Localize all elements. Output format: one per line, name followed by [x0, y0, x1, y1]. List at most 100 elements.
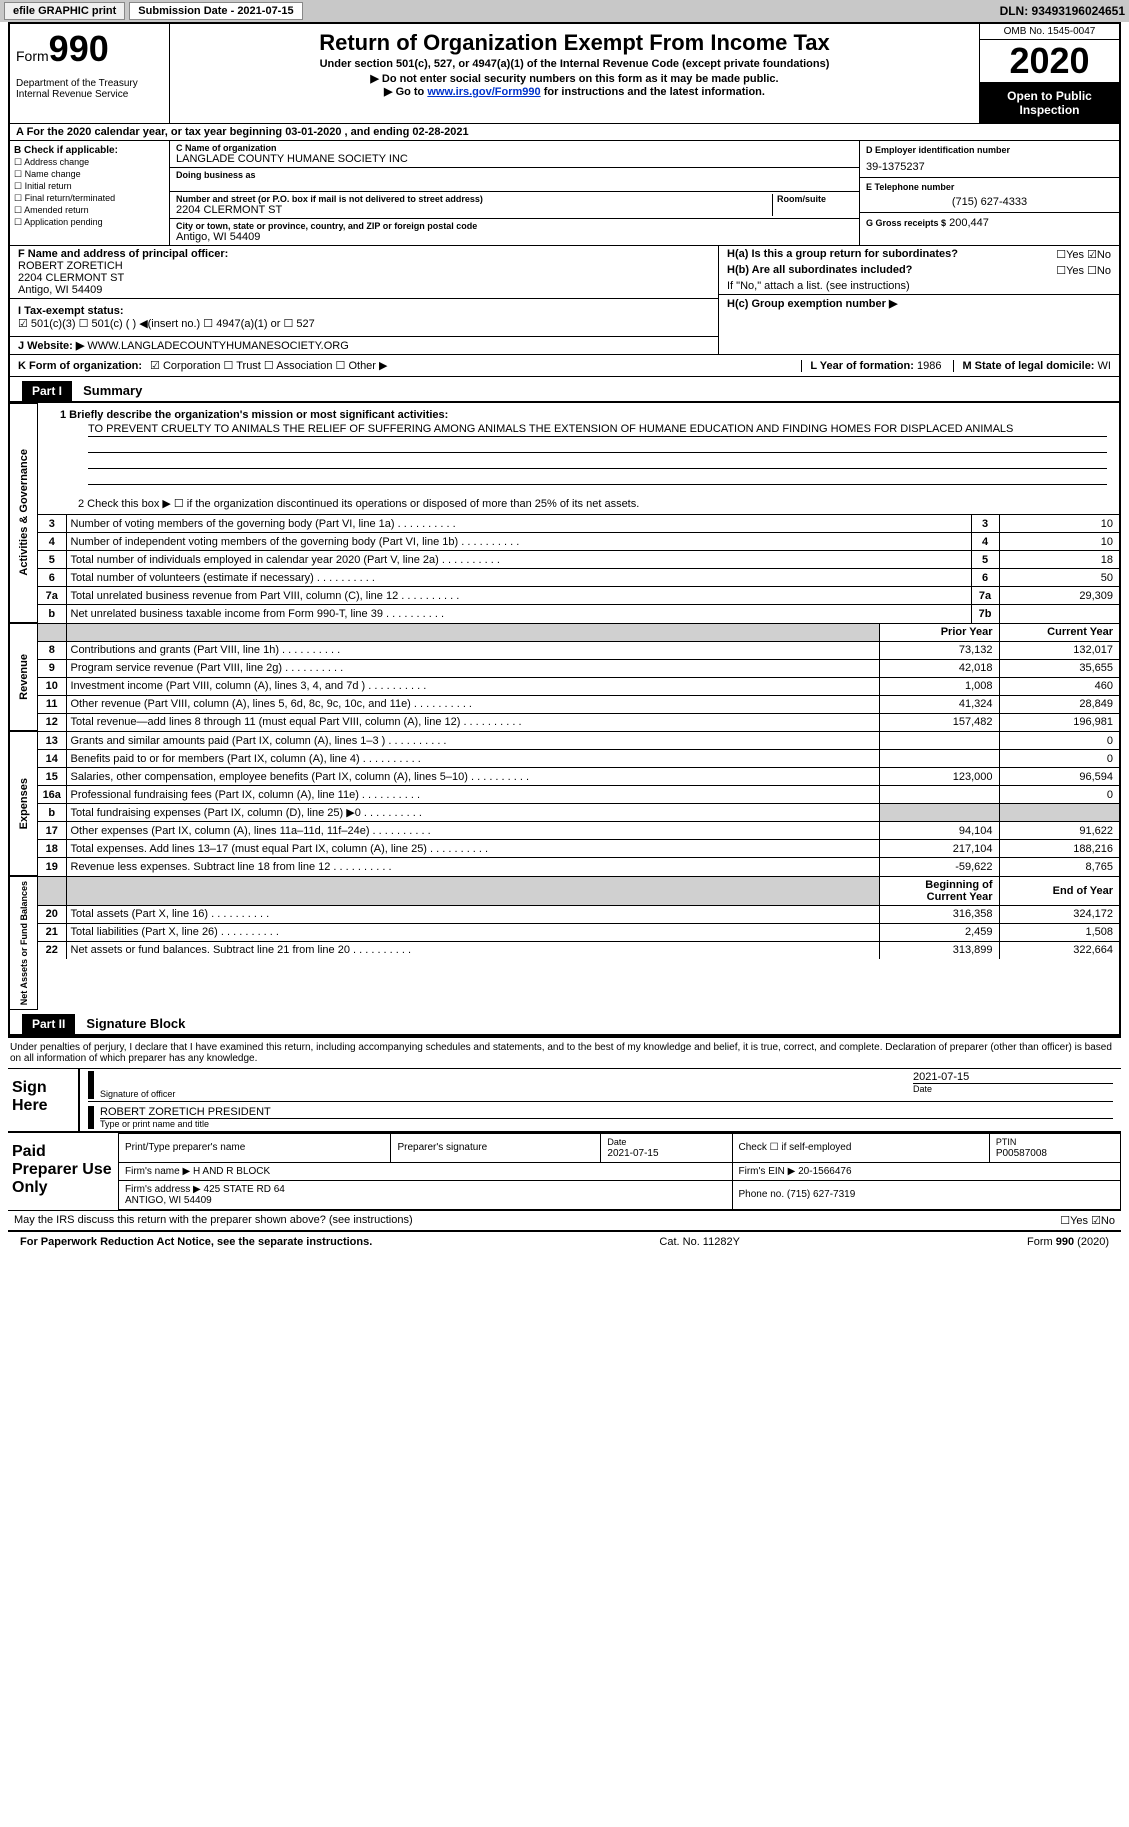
mission-text: TO PREVENT CRUELTY TO ANIMALS THE RELIEF… [88, 423, 1107, 437]
org-name: LANGLADE COUNTY HUMANE SOCIETY INC [176, 153, 853, 165]
c-addr-label: Number and street (or P.O. box if mail i… [176, 194, 772, 204]
c-name-label: C Name of organization [176, 143, 853, 153]
part-2: Part II Signature Block [10, 1010, 1119, 1036]
sign-date: 2021-07-15 [913, 1071, 1113, 1083]
revenue-side-label: Revenue [16, 650, 32, 704]
footer-center: Cat. No. 11282Y [659, 1236, 740, 1248]
part-1-header: Part I [22, 381, 72, 401]
c-dba-label: Doing business as [176, 170, 853, 180]
form-subtitle: Under section 501(c), 527, or 4947(a)(1)… [180, 58, 969, 70]
j-block: J Website: ▶ WWW.LANGLADECOUNTYHUMANESOC… [10, 337, 718, 354]
gross-value: 200,447 [949, 217, 989, 229]
form-prefix: Form [16, 48, 49, 64]
page-footer: For Paperwork Reduction Act Notice, see … [8, 1232, 1121, 1252]
footer-right: Form 990 (2020) [1027, 1236, 1109, 1248]
b-item: ☐ Name change [14, 169, 165, 180]
website-value: WWW.LANGLADECOUNTYHUMANESOCIETY.ORG [87, 340, 348, 352]
section-c: C Name of organization LANGLADE COUNTY H… [170, 141, 859, 245]
netassets-table: Beginning of Current YearEnd of Year20To… [38, 876, 1119, 960]
date-label: Date [913, 1083, 1113, 1094]
d-gross-label: G Gross receipts $ [866, 218, 946, 228]
dln-label: DLN: 93493196024651 [1000, 4, 1125, 18]
period-row: A For the 2020 calendar year, or tax yea… [10, 124, 1119, 141]
signature-label: Signature of officer [100, 1089, 913, 1099]
open-inspection: Open to Public Inspection [980, 83, 1119, 123]
org-city: Antigo, WI 54409 [176, 231, 853, 243]
header-center: Return of Organization Exempt From Incom… [170, 24, 979, 123]
b-item: ☐ Address change [14, 157, 165, 168]
c-city-label: City or town, state or province, country… [176, 221, 853, 231]
c-room-label: Room/suite [777, 194, 853, 204]
netassets-section: Net Assets or Fund Balances Beginning of… [10, 876, 1119, 1010]
netassets-side-label: Net Assets or Fund Balances [17, 877, 31, 1009]
form-header: Form990 Department of the Treasury Inter… [10, 24, 1119, 124]
header-left: Form990 Department of the Treasury Inter… [10, 24, 170, 123]
b-item: ☐ Amended return [14, 205, 165, 216]
footer-left: For Paperwork Reduction Act Notice, see … [20, 1236, 372, 1248]
governance-section: Activities & Governance 1 Briefly descri… [10, 403, 1119, 623]
submission-date: Submission Date - 2021-07-15 [129, 2, 302, 20]
section-fhij: F Name and address of principal officer:… [10, 246, 1119, 355]
i-block: I Tax-exempt status: ☑ 501(c)(3) ☐ 501(c… [10, 298, 718, 337]
h-b-note: If "No," attach a list. (see instruction… [719, 278, 1119, 295]
h-b-block: H(b) Are all subordinates included? ☐Yes… [719, 262, 1119, 278]
mission-label: 1 Briefly describe the organization's mi… [60, 409, 1107, 421]
form-note-2: ▶ Go to www.irs.gov/Form990 for instruct… [180, 85, 969, 98]
signature-zone: Under penalties of perjury, I declare th… [8, 1038, 1121, 1252]
expenses-section: Expenses 13Grants and similar amounts pa… [10, 731, 1119, 876]
expenses-table: 13Grants and similar amounts paid (Part … [38, 731, 1119, 876]
h-c-block: H(c) Group exemption number ▶ [719, 295, 1119, 312]
officer-printed-name: ROBERT ZORETICH PRESIDENT [100, 1106, 1113, 1118]
officer-name: ROBERT ZORETICH [18, 260, 710, 272]
f-block: F Name and address of principal officer:… [10, 246, 718, 298]
form-note-1: ▶ Do not enter social security numbers o… [180, 72, 969, 85]
phone-value: (715) 627-4333 [866, 196, 1113, 208]
info-grid: B Check if applicable: ☐ Address change … [10, 141, 1119, 246]
governance-side-label: Activities & Governance [16, 445, 32, 580]
governance-table: 3Number of voting members of the governi… [38, 514, 1119, 623]
part-1-name: Summary [75, 383, 142, 398]
top-toolbar: efile GRAPHIC print Submission Date - 20… [0, 0, 1129, 22]
discuss-text: May the IRS discuss this return with the… [14, 1214, 413, 1227]
prep-h2: Preparer's signature [391, 1133, 601, 1162]
form-number: 990 [49, 28, 109, 69]
section-d: D Employer identification number 39-1375… [859, 141, 1119, 245]
department-label: Department of the Treasury Internal Reve… [16, 78, 163, 100]
irs-link[interactable]: www.irs.gov/Form990 [427, 86, 540, 98]
part-2-header: Part II [22, 1014, 75, 1034]
sign-here-label: Sign Here [8, 1069, 78, 1131]
section-b: B Check if applicable: ☐ Address change … [10, 141, 170, 245]
preparer-label: Paid Preparer Use Only [8, 1133, 118, 1210]
b-item: ☐ Final return/terminated [14, 193, 165, 204]
officer-addr1: 2204 CLERMONT ST [18, 272, 710, 284]
d-phone-label: E Telephone number [866, 182, 1113, 192]
declaration-text: Under penalties of perjury, I declare th… [8, 1038, 1121, 1068]
h-a-block: H(a) Is this a group return for subordin… [719, 246, 1119, 262]
officer-addr2: Antigo, WI 54409 [18, 284, 710, 296]
prep-h4: Check ☐ if self-employed [732, 1133, 989, 1162]
k-row: K Form of organization: ☑ Corporation ☐ … [10, 355, 1119, 377]
b-item: ☐ Application pending [14, 217, 165, 228]
discuss-row: May the IRS discuss this return with the… [8, 1210, 1121, 1232]
preparer-table: Print/Type preparer's name Preparer's si… [118, 1133, 1121, 1210]
part-2-name: Signature Block [78, 1016, 185, 1031]
expenses-side-label: Expenses [16, 774, 32, 833]
efile-button[interactable]: efile GRAPHIC print [4, 2, 125, 20]
org-address: 2204 CLERMONT ST [176, 204, 772, 216]
revenue-section: Revenue Prior YearCurrent Year8Contribut… [10, 623, 1119, 732]
omb-number: OMB No. 1545-0047 [980, 24, 1119, 40]
line-2: 2 Check this box ▶ ☐ if the organization… [38, 493, 1119, 514]
form-container: Form990 Department of the Treasury Inter… [8, 22, 1121, 1038]
form-title: Return of Organization Exempt From Incom… [180, 30, 969, 56]
header-right: OMB No. 1545-0047 2020 Open to Public In… [979, 24, 1119, 123]
revenue-table: Prior YearCurrent Year8Contributions and… [38, 623, 1119, 732]
prep-h1: Print/Type preparer's name [119, 1133, 391, 1162]
ein-value: 39-1375237 [866, 161, 1113, 173]
b-item: ☐ Initial return [14, 181, 165, 192]
name-label: Type or print name and title [100, 1118, 1113, 1129]
tax-year: 2020 [980, 40, 1119, 83]
part-1: Part I Summary [10, 377, 1119, 403]
d-ein-label: D Employer identification number [866, 145, 1113, 155]
discuss-yesno: ☐Yes ☑No [1060, 1214, 1115, 1227]
b-label: B Check if applicable: [14, 145, 165, 156]
